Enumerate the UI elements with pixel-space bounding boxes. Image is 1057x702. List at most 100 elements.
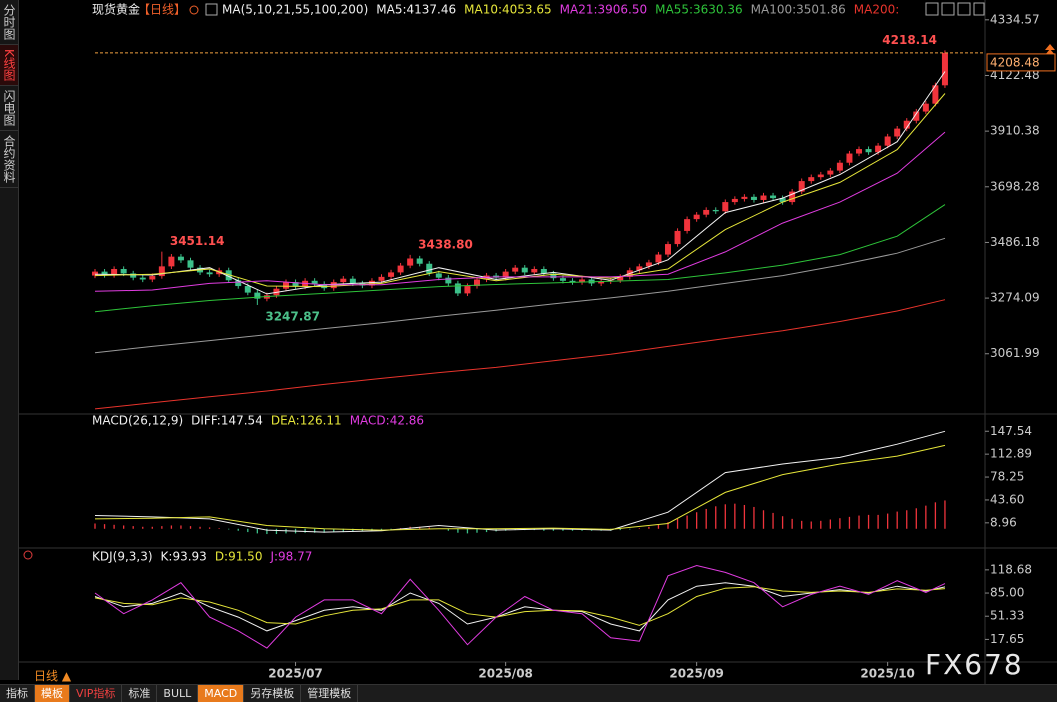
y-tick-label: 3698.28 xyxy=(990,179,1040,193)
legend-entry: DIFF:147.54 xyxy=(191,414,263,428)
scroll-arrow[interactable] xyxy=(1045,44,1055,55)
kdj-icon[interactable] xyxy=(23,550,33,560)
window-icons xyxy=(925,2,985,16)
toolbar-item[interactable]: 指标 xyxy=(0,685,35,702)
indicator-line xyxy=(94,237,946,354)
x-tick-label: 2025/10 xyxy=(860,667,914,681)
candle-body xyxy=(435,273,442,278)
price-annotation: 4218.14 xyxy=(882,33,937,47)
candle-body xyxy=(856,149,862,154)
y-tick-label: 85.00 xyxy=(990,586,1024,600)
candle-body xyxy=(292,282,299,287)
candle-body xyxy=(244,286,251,293)
candle-body xyxy=(149,276,156,280)
y-tick-label: 112.89 xyxy=(990,447,1032,461)
legend-title: KDJ(9,3,3) xyxy=(92,550,153,564)
candle-body xyxy=(941,52,948,86)
icon[interactable] xyxy=(925,2,939,16)
legend-entry: DEA:126.11 xyxy=(271,414,342,428)
candle-body xyxy=(168,256,175,267)
candle-body xyxy=(407,258,414,266)
y-tick-label: 4122.48 xyxy=(990,68,1040,82)
candle-body xyxy=(731,198,738,203)
candle-body xyxy=(454,283,461,294)
candle-body xyxy=(101,271,108,276)
tab[interactable]: 闪电图 xyxy=(0,86,18,131)
legend-title: MACD(26,12,9) xyxy=(92,414,183,428)
candle-body xyxy=(340,278,347,283)
watermark: FX678 xyxy=(925,648,1024,681)
indicator-line xyxy=(94,204,946,313)
candle-body xyxy=(139,277,146,280)
candle-body xyxy=(550,273,557,279)
candle-body xyxy=(254,292,261,299)
candle-body xyxy=(579,279,586,283)
period-text: 日线 xyxy=(34,669,59,683)
legend-entry: J:98.77 xyxy=(269,550,312,564)
legend-entry: MA55:3630.36 xyxy=(655,3,743,17)
indicator-line xyxy=(94,444,946,531)
y-tick-label: 8.96 xyxy=(990,515,1017,529)
toolbar-item[interactable]: BULL xyxy=(157,685,199,702)
candle-body xyxy=(349,278,356,284)
toolbar-item[interactable]: 模板 xyxy=(35,685,70,702)
ma-icon[interactable] xyxy=(205,3,218,16)
last-price-box xyxy=(986,53,1056,72)
tab[interactable]: K线图 xyxy=(0,45,18,86)
candle-body xyxy=(722,202,729,212)
candle-body xyxy=(120,268,127,274)
candle-body xyxy=(445,277,452,284)
toolbar-item[interactable]: 另存模板 xyxy=(244,685,302,702)
tab[interactable]: 合约资料 xyxy=(0,131,18,188)
symbol: 现货黄金 xyxy=(92,2,140,17)
candle-body xyxy=(798,181,805,192)
y-tick-label: 17.65 xyxy=(990,632,1024,646)
legend-entry: MA200: xyxy=(854,3,900,17)
candle-body xyxy=(502,271,509,278)
candle-body xyxy=(225,270,232,281)
candle-body xyxy=(321,283,328,289)
y-tick-label: 3061.99 xyxy=(990,346,1040,360)
indicator-line xyxy=(94,71,946,295)
candle-body xyxy=(712,209,719,212)
candle-body xyxy=(426,263,433,274)
indicator-line xyxy=(94,299,946,410)
icon[interactable] xyxy=(957,2,971,16)
candle-body xyxy=(540,268,547,274)
icon[interactable] xyxy=(941,2,955,16)
candle-body xyxy=(655,254,662,263)
y-tick-label: 147.54 xyxy=(990,424,1032,438)
indicator-line xyxy=(94,131,946,292)
y-tick-label: 78.25 xyxy=(990,470,1024,484)
candle-body xyxy=(311,280,318,284)
add-icon[interactable] xyxy=(189,5,199,15)
last-price-label: 4208.48 xyxy=(990,55,1040,69)
candle-body xyxy=(388,272,395,277)
candle-body xyxy=(111,268,118,276)
candle-body xyxy=(817,174,824,178)
candle-body xyxy=(808,177,815,182)
y-tick-label: 4334.57 xyxy=(990,12,1040,26)
tab[interactable]: 分时图 xyxy=(0,0,18,45)
candle-body xyxy=(92,271,98,276)
indicator-line xyxy=(94,430,946,533)
icon[interactable] xyxy=(973,2,985,16)
toolbar-item[interactable]: 标准 xyxy=(122,685,158,702)
legend-entry: MA5:4137.46 xyxy=(376,3,456,17)
period-label[interactable]: 日线 ▲ xyxy=(34,669,72,683)
toolbar-item[interactable]: MACD xyxy=(198,685,245,702)
toolbar-item[interactable]: VIP指标 xyxy=(70,685,123,702)
y-tick-label: 3486.18 xyxy=(990,235,1040,249)
candle-body xyxy=(665,244,671,255)
toolbar: 指标 模板 VIP指标 标准 BULL MACD 另存模板 管理模板 xyxy=(0,684,1057,702)
candle-body xyxy=(521,267,528,273)
candle-body xyxy=(187,260,194,268)
candle-body xyxy=(416,258,423,264)
toolbar-item[interactable]: 管理模板 xyxy=(301,685,359,702)
candle-body xyxy=(130,273,137,278)
indicator-line xyxy=(94,93,946,288)
legend-entry: MA100:3501.86 xyxy=(751,3,846,17)
y-tick-label: 3274.09 xyxy=(990,291,1040,305)
